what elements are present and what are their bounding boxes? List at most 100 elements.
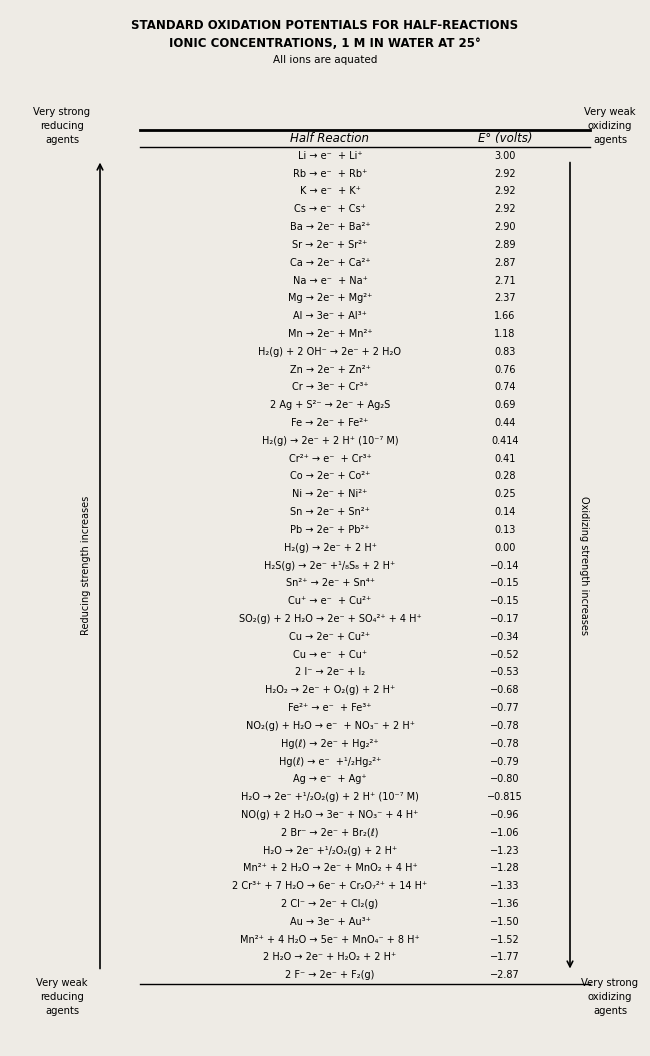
Text: −0.34: −0.34 [490,631,520,642]
Text: Cu → 2e⁻ + Cu²⁺: Cu → 2e⁻ + Cu²⁺ [289,631,370,642]
Text: −0.78: −0.78 [490,739,520,749]
Text: H₂O₂ → 2e⁻ + O₂(g) + 2 H⁺: H₂O₂ → 2e⁻ + O₂(g) + 2 H⁺ [265,685,395,695]
Text: −0.68: −0.68 [490,685,520,695]
Text: −0.79: −0.79 [490,756,520,767]
Text: Sr → 2e⁻ + Sr²⁺: Sr → 2e⁻ + Sr²⁺ [292,240,368,250]
Text: −1.77: −1.77 [490,953,520,962]
Text: 2 Cl⁻ → 2e⁻ + Cl₂(g): 2 Cl⁻ → 2e⁻ + Cl₂(g) [281,899,378,909]
Text: 1.66: 1.66 [494,312,515,321]
Text: Hg(ℓ) → 2e⁻ + Hg₂²⁺: Hg(ℓ) → 2e⁻ + Hg₂²⁺ [281,739,379,749]
Text: NO₂(g) + H₂O → e⁻  + NO₃⁻ + 2 H⁺: NO₂(g) + H₂O → e⁻ + NO₃⁻ + 2 H⁺ [246,721,415,731]
Text: 2.92: 2.92 [494,187,516,196]
Text: Mg → 2e⁻ + Mg²⁺: Mg → 2e⁻ + Mg²⁺ [288,294,372,303]
Text: 2 Ag + S²⁻ → 2e⁻ + Ag₂S: 2 Ag + S²⁻ → 2e⁻ + Ag₂S [270,400,390,410]
Text: 3.00: 3.00 [494,151,515,161]
Text: All ions are aquated: All ions are aquated [273,55,377,64]
Text: Half Reaction: Half Reaction [291,132,369,145]
Text: Cu⁺ → e⁻  + Cu²⁺: Cu⁺ → e⁻ + Cu²⁺ [289,597,372,606]
Text: H₂(g) → 2e⁻ + 2 H⁺: H₂(g) → 2e⁻ + 2 H⁺ [283,543,376,552]
Text: 2.92: 2.92 [494,169,516,178]
Text: Hg(ℓ) → e⁻  +¹/₂Hg₂²⁺: Hg(ℓ) → e⁻ +¹/₂Hg₂²⁺ [279,756,381,767]
Text: Na → e⁻  + Na⁺: Na → e⁻ + Na⁺ [292,276,367,285]
Text: −0.80: −0.80 [490,774,520,785]
Text: 2 Br⁻ → 2e⁻ + Br₂(ℓ): 2 Br⁻ → 2e⁻ + Br₂(ℓ) [281,828,379,837]
Text: 2.37: 2.37 [494,294,516,303]
Text: STANDARD OXIDATION POTENTIALS FOR HALF-REACTIONS: STANDARD OXIDATION POTENTIALS FOR HALF-R… [131,19,519,32]
Text: Cr²⁺ → e⁻  + Cr³⁺: Cr²⁺ → e⁻ + Cr³⁺ [289,454,371,464]
Text: 0.28: 0.28 [494,471,515,482]
Text: −0.77: −0.77 [490,703,520,713]
Text: Sn²⁺ → 2e⁻ + Sn⁴⁺: Sn²⁺ → 2e⁻ + Sn⁴⁺ [285,579,374,588]
Text: −1.50: −1.50 [490,917,520,927]
Text: Cs → e⁻  + Cs⁺: Cs → e⁻ + Cs⁺ [294,204,366,214]
Text: −0.78: −0.78 [490,721,520,731]
Text: NO(g) + 2 H₂O → 3e⁻ + NO₃⁻ + 4 H⁺: NO(g) + 2 H₂O → 3e⁻ + NO₃⁻ + 4 H⁺ [241,810,419,819]
Text: Fe → 2e⁻ + Fe²⁺: Fe → 2e⁻ + Fe²⁺ [291,418,369,428]
Text: 0.00: 0.00 [494,543,515,552]
Text: Co → 2e⁻ + Co²⁺: Co → 2e⁻ + Co²⁺ [290,471,370,482]
Text: −0.17: −0.17 [490,614,520,624]
Text: −0.15: −0.15 [490,579,520,588]
Text: Sn → 2e⁻ + Sn²⁺: Sn → 2e⁻ + Sn²⁺ [290,507,370,517]
Text: Very strong
oxidizing
agents: Very strong oxidizing agents [582,978,638,1016]
Text: 0.41: 0.41 [494,454,515,464]
Text: Ba → 2e⁻ + Ba²⁺: Ba → 2e⁻ + Ba²⁺ [290,222,370,232]
Text: 0.14: 0.14 [494,507,515,517]
Text: Ni → 2e⁻ + Ni²⁺: Ni → 2e⁻ + Ni²⁺ [292,489,368,499]
Text: 0.83: 0.83 [494,346,515,357]
Text: 2 H₂O → 2e⁻ + H₂O₂ + 2 H⁺: 2 H₂O → 2e⁻ + H₂O₂ + 2 H⁺ [263,953,396,962]
Text: 2.92: 2.92 [494,204,516,214]
Text: Pb → 2e⁻ + Pb²⁺: Pb → 2e⁻ + Pb²⁺ [290,525,370,535]
Text: 2 F⁻ → 2e⁻ + F₂(g): 2 F⁻ → 2e⁻ + F₂(g) [285,970,374,980]
Text: Cr → 3e⁻ + Cr³⁺: Cr → 3e⁻ + Cr³⁺ [292,382,369,393]
Text: 2 Cr³⁺ + 7 H₂O → 6e⁻ + Cr₂O₇²⁺ + 14 H⁺: 2 Cr³⁺ + 7 H₂O → 6e⁻ + Cr₂O₇²⁺ + 14 H⁺ [233,881,428,891]
Text: Cu → e⁻  + Cu⁺: Cu → e⁻ + Cu⁺ [293,649,367,660]
Text: Mn²⁺ + 4 H₂O → 5e⁻ + MnO₄⁻ + 8 H⁺: Mn²⁺ + 4 H₂O → 5e⁻ + MnO₄⁻ + 8 H⁺ [240,935,420,945]
Text: −0.53: −0.53 [490,667,520,678]
Text: Very weak
reducing
agents: Very weak reducing agents [36,978,88,1016]
Text: −1.36: −1.36 [490,899,520,909]
Text: IONIC CONCENTRATIONS, 1 Μ IN WATER AT 25°: IONIC CONCENTRATIONS, 1 Μ IN WATER AT 25… [169,37,481,50]
Text: −1.52: −1.52 [490,935,520,945]
Text: −0.815: −0.815 [487,792,523,803]
Text: −2.87: −2.87 [490,970,520,980]
Text: 0.76: 0.76 [494,364,515,375]
Text: −0.14: −0.14 [490,561,520,570]
Text: Mn²⁺ + 2 H₂O → 2e⁻ + MnO₂ + 4 H⁺: Mn²⁺ + 2 H₂O → 2e⁻ + MnO₂ + 4 H⁺ [242,864,417,873]
Text: 0.25: 0.25 [494,489,516,499]
Text: Ag → e⁻  + Ag⁺: Ag → e⁻ + Ag⁺ [293,774,367,785]
Text: E° (volts): E° (volts) [478,132,532,145]
Text: Au → 3e⁻ + Au³⁺: Au → 3e⁻ + Au³⁺ [289,917,370,927]
Text: 0.414: 0.414 [491,436,519,446]
Text: Very weak
oxidizing
agents: Very weak oxidizing agents [584,107,636,145]
Text: −1.06: −1.06 [490,828,520,837]
Text: 0.44: 0.44 [494,418,515,428]
Text: −1.28: −1.28 [490,864,520,873]
Text: 1.18: 1.18 [494,329,515,339]
Text: Al → 3e⁻ + Al³⁺: Al → 3e⁻ + Al³⁺ [293,312,367,321]
Text: Very strong
reducing
agents: Very strong reducing agents [33,107,90,145]
Text: SO₂(g) + 2 H₂O → 2e⁻ + SO₄²⁺ + 4 H⁺: SO₂(g) + 2 H₂O → 2e⁻ + SO₄²⁺ + 4 H⁺ [239,614,421,624]
Text: Rb → e⁻  + Rb⁺: Rb → e⁻ + Rb⁺ [292,169,367,178]
Text: 0.74: 0.74 [494,382,515,393]
Text: Ca → 2e⁻ + Ca²⁺: Ca → 2e⁻ + Ca²⁺ [290,258,370,267]
Text: H₂O → 2e⁻ +¹/₂O₂(g) + 2 H⁺ (10⁻⁷ M): H₂O → 2e⁻ +¹/₂O₂(g) + 2 H⁺ (10⁻⁷ M) [241,792,419,803]
Text: 2.87: 2.87 [494,258,516,267]
Text: 0.13: 0.13 [494,525,515,535]
Text: 2.71: 2.71 [494,276,516,285]
Text: H₂O → 2e⁻ +¹/₂O₂(g) + 2 H⁺: H₂O → 2e⁻ +¹/₂O₂(g) + 2 H⁺ [263,846,397,855]
Text: −1.33: −1.33 [490,881,520,891]
Text: 0.69: 0.69 [494,400,515,410]
Text: 2.89: 2.89 [494,240,515,250]
Text: −1.23: −1.23 [490,846,520,855]
Text: Mn → 2e⁻ + Mn²⁺: Mn → 2e⁻ + Mn²⁺ [288,329,372,339]
Text: H₂(g) + 2 OH⁻ → 2e⁻ + 2 H₂O: H₂(g) + 2 OH⁻ → 2e⁻ + 2 H₂O [259,346,402,357]
Text: −0.96: −0.96 [490,810,520,819]
Text: 2 I⁻ → 2e⁻ + I₂: 2 I⁻ → 2e⁻ + I₂ [295,667,365,678]
Text: −0.15: −0.15 [490,597,520,606]
Text: −0.52: −0.52 [490,649,520,660]
Text: H₂S(g) → 2e⁻ +¹/₈S₈ + 2 H⁺: H₂S(g) → 2e⁻ +¹/₈S₈ + 2 H⁺ [265,561,396,570]
Text: Fe²⁺ → e⁻  + Fe³⁺: Fe²⁺ → e⁻ + Fe³⁺ [288,703,372,713]
Text: Zn → 2e⁻ + Zn²⁺: Zn → 2e⁻ + Zn²⁺ [289,364,370,375]
Text: Reducing strength increases: Reducing strength increases [81,496,91,635]
